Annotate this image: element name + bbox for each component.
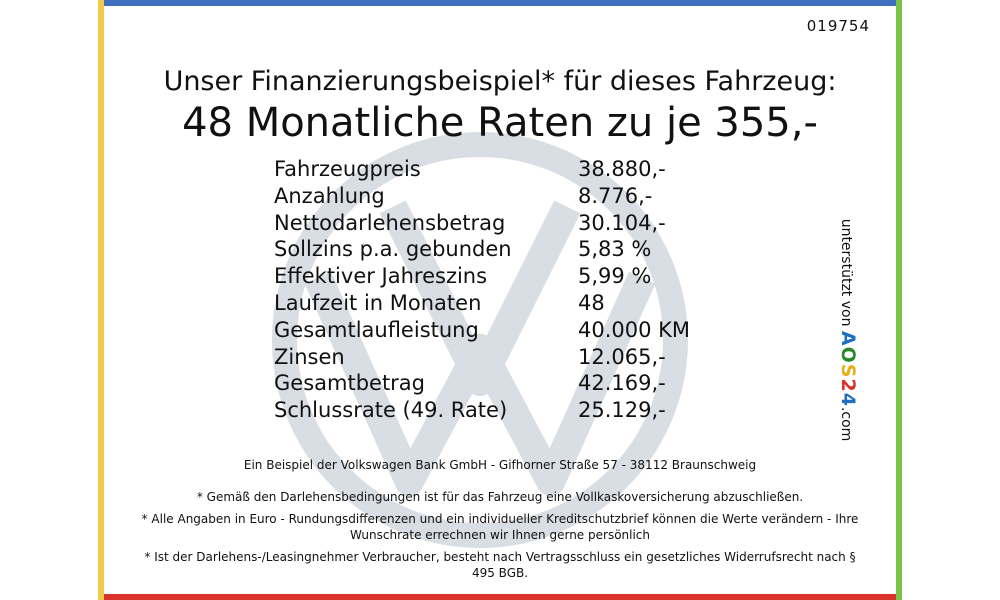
row-label: Nettodarlehensbetrag bbox=[274, 210, 506, 235]
table-row: Anzahlung 8.776,- bbox=[274, 183, 690, 210]
table-row: Zinsen 12.065,- bbox=[274, 344, 690, 371]
row-value: 25.129,- bbox=[578, 398, 666, 423]
table-row: Sollzins p.a. gebunden 5,83 % bbox=[274, 236, 690, 263]
table-row: Laufzeit in Monaten 48 bbox=[274, 290, 690, 317]
bottom-color-edge bbox=[98, 594, 902, 600]
badge-text: unterstützt von AOS24.com bbox=[837, 219, 859, 442]
table-row: Gesamtbetrag 42.169,- bbox=[274, 370, 690, 397]
aos24-logo: AOS24 bbox=[837, 330, 859, 407]
financing-sheet: 019754 Unser Finanzierungsbeispiel* für … bbox=[98, 0, 902, 600]
row-value: 40.000 KM bbox=[578, 317, 691, 342]
row-value: 5,99 % bbox=[578, 264, 652, 289]
table-row: Effektiver Jahreszins 5,99 % bbox=[274, 263, 690, 290]
headline: Unser Finanzierungsbeispiel* für dieses … bbox=[163, 66, 837, 97]
badge-prefix: unterstützt von bbox=[838, 218, 854, 327]
right-color-edge bbox=[896, 0, 902, 600]
financing-table: Fahrzeugpreis 38.880,- Anzahlung 8.776,- N… bbox=[274, 156, 690, 424]
footnote: * Ist der Darlehens-/Leasingnehmer Verbr… bbox=[144, 550, 856, 580]
footnote: * Alle Angaben in Euro - Rundungsdiffere… bbox=[141, 512, 859, 542]
row-label: Laufzeit in Monaten bbox=[274, 290, 482, 315]
row-value: 48 bbox=[578, 290, 605, 315]
table-row: Gesamtlaufleistung 40.000 KM bbox=[274, 317, 690, 344]
table-row: Nettodarlehensbetrag 30.104,- bbox=[274, 210, 690, 237]
table-row: Fahrzeugpreis 38.880,- bbox=[274, 156, 690, 183]
row-label: Effektiver Jahreszins bbox=[274, 264, 488, 289]
vw-logo-icon bbox=[272, 132, 688, 548]
bank-line: Ein Beispiel der Volkswagen Bank GmbH - … bbox=[243, 458, 757, 472]
row-value: 42.169,- bbox=[578, 371, 666, 396]
row-value: 30.104,- bbox=[578, 210, 666, 235]
row-value: 5,83 % bbox=[578, 237, 652, 262]
row-label: Anzahlung bbox=[274, 183, 385, 208]
supported-by-badge: unterstützt von AOS24.com bbox=[828, 219, 868, 442]
footnote: * Gemäß den Darlehensbedingungen ist für… bbox=[196, 490, 804, 504]
top-color-edge bbox=[98, 0, 902, 6]
table-row: Schlussrate (49. Rate) 25.129,- bbox=[274, 397, 690, 424]
monthly-rate-headline: 48 Monatliche Raten zu je 355,- bbox=[182, 100, 818, 146]
row-label: Gesamtlaufleistung bbox=[274, 317, 479, 342]
left-color-edge bbox=[98, 0, 104, 600]
footnotes: * Gemäß den Darlehensbedingungen ist für… bbox=[138, 489, 862, 587]
row-value: 8.776,- bbox=[578, 183, 653, 208]
row-label: Gesamtbetrag bbox=[274, 371, 426, 396]
row-label: Schlussrate (49. Rate) bbox=[274, 398, 508, 423]
row-label: Sollzins p.a. gebunden bbox=[274, 237, 512, 262]
row-value: 38.880,- bbox=[578, 157, 666, 181]
row-value: 12.065,- bbox=[578, 344, 666, 369]
row-label: Zinsen bbox=[274, 344, 345, 369]
badge-suffix: .com bbox=[838, 406, 854, 442]
row-label: Fahrzeugpreis bbox=[274, 157, 421, 181]
reference-number: 019754 bbox=[806, 17, 870, 35]
